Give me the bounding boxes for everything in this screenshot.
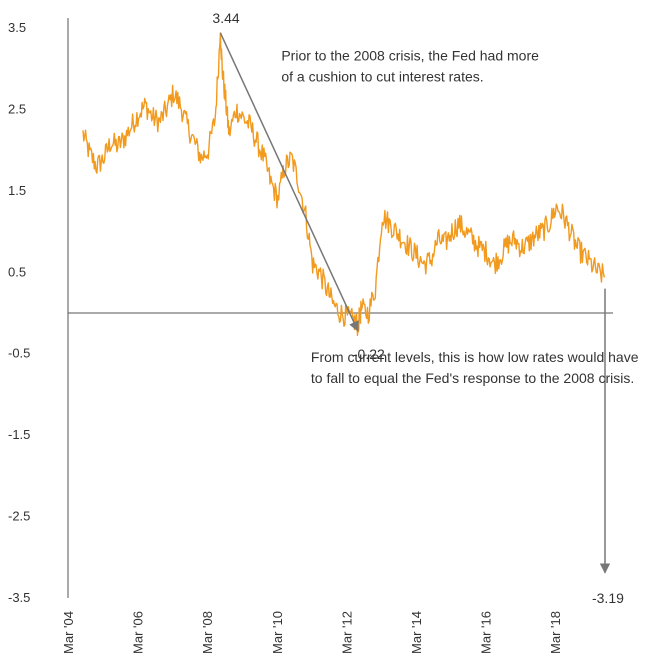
- annotation-label: From current levels, this is how low rat…: [311, 349, 639, 365]
- series-group: [82, 32, 606, 337]
- y-tick-label: 0.5: [8, 264, 26, 279]
- x-tick-label: Mar '12: [339, 611, 354, 654]
- annotation-label: of a cushion to cut interest rates.: [281, 69, 483, 85]
- y-tick-label: 3.5: [8, 20, 26, 35]
- x-tick-label: Mar '14: [409, 611, 424, 654]
- annotation-label: Prior to the 2008 crisis, the Fed had mo…: [281, 48, 539, 64]
- x-tick-label: Mar '06: [131, 611, 146, 654]
- x-tick-label: Mar '08: [200, 611, 215, 654]
- y-tick-label: -1.5: [8, 427, 30, 442]
- y-tick-label: 1.5: [8, 183, 26, 198]
- x-axis-ticks: Mar '04 Mar '06 Mar '08 Mar '10 Mar '12 Mar '…: [61, 611, 563, 654]
- annotation-arrow: [219, 32, 359, 332]
- x-tick-label: Mar '10: [270, 611, 285, 654]
- annotation-group: 3.44 -0.22 -3.19 Prior to the 2008 crisis, …: [212, 10, 638, 606]
- series-line: [82, 32, 606, 337]
- arrow-group: [219, 32, 611, 574]
- y-tick-label: 2.5: [8, 101, 26, 116]
- x-tick-label: Mar '04: [61, 611, 76, 654]
- x-tick-label: Mar '18: [548, 611, 563, 654]
- y-axis-ticks: 3.5 2.5 1.5 0.5 -0.5 -1.5 -2.5 -3.5: [8, 20, 30, 605]
- annotation-label: 3.44: [212, 10, 239, 26]
- annotation-label: -3.19: [592, 590, 624, 606]
- annotation-label: to fall to equal the Fed's response to t…: [311, 370, 634, 386]
- x-tick-label: Mar '16: [479, 611, 494, 654]
- y-tick-label: -2.5: [8, 509, 30, 524]
- y-tick-label: -0.5: [8, 346, 30, 361]
- annotation-label: -0.22: [353, 346, 385, 362]
- axes: [67, 18, 613, 598]
- y-tick-label: -3.5: [8, 590, 30, 605]
